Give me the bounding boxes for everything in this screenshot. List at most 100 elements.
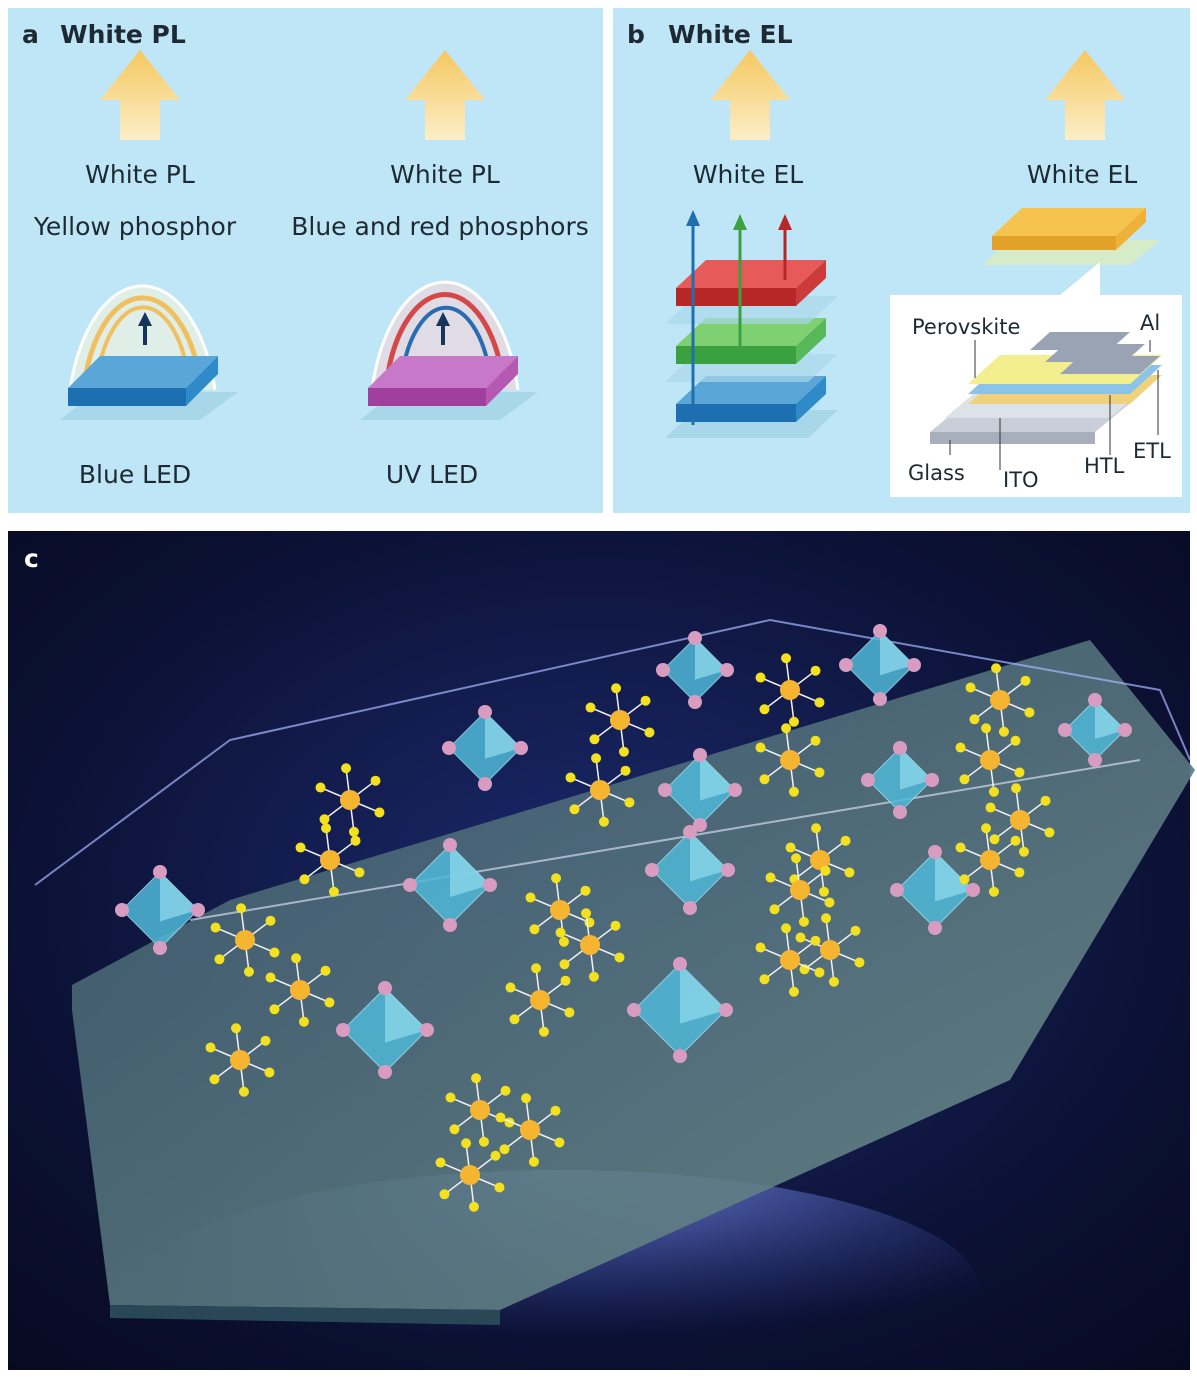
phosphor-ring [400,305,492,376]
metal-atom [320,850,340,870]
metal-atom [980,850,1000,870]
ligand-atom [559,959,570,970]
ligand-atom [810,935,821,946]
ligand-atom [528,1156,539,1167]
ligand-atom [354,867,365,878]
metal-atom [810,850,830,870]
ligand-atom [959,774,970,785]
ligand-atom [618,746,629,757]
ligand-atom [321,823,332,834]
ligand-atom [260,1035,271,1046]
halide-atom [1088,693,1102,707]
ligand-atom [820,865,831,876]
phosphor-ring [384,291,506,381]
phosphor-label: Yellow phosphor [33,212,237,241]
halide-atom [688,695,702,709]
halide-atom [928,921,942,935]
metal-atom [290,980,310,1000]
led-side [486,356,518,406]
emission-arrow-head [436,312,450,326]
ligand-atom [795,932,806,943]
octahedron-face [700,755,735,801]
layer-label: Al [1140,311,1160,335]
ligand-atom [298,1016,309,1027]
ligand-atom [231,1023,242,1034]
layer-top [676,376,826,404]
ligand-atom [558,936,569,947]
phosphor-ring [96,305,190,376]
layer-side [796,376,826,422]
halide-atom [483,878,497,892]
ligand-atom [598,816,609,827]
halide-atom [873,692,887,706]
ligand-atom [295,842,306,853]
phosphor-ring [82,295,203,381]
metal-atom [780,950,800,970]
ligand-atom [818,886,829,897]
ligand-atom [209,1074,220,1085]
ligand-atom [810,735,821,746]
arrow-head [686,210,700,226]
layer-label: Glass [908,461,965,485]
output-label: White EL [1027,160,1137,189]
ligand-atom [320,965,331,976]
metal-atom [1010,810,1030,830]
layer-label: ETL [1133,439,1171,463]
halide-atom [1058,723,1072,737]
ligand-atom [620,765,631,776]
ligand-atom [291,953,302,964]
halide-atom [693,748,707,762]
metal-atom [520,1120,540,1140]
ligand-atom [981,823,992,834]
metal-atom [530,990,550,1010]
phosphor-label: Blue and red phosphors [291,212,589,241]
ligand-atom [1044,827,1055,838]
led-front [368,388,486,406]
halide-atom [336,1023,350,1037]
arrow-head [733,214,747,230]
ligand-atom [755,672,766,683]
layer-front [676,346,796,364]
ligand-atom [531,963,542,974]
ligand-atom [214,954,225,965]
octahedron-face [935,852,973,902]
output-arrow [405,50,485,140]
ligand-atom [499,1144,510,1155]
halide-atom [153,865,167,879]
ligand-atom [640,695,651,706]
ligand-atom [471,1073,482,1084]
halide-atom [627,1003,641,1017]
panel-title: White EL [668,20,793,49]
halide-atom [683,825,697,839]
ligand-atom [785,842,796,853]
ligand-atom [1014,867,1025,878]
output-label: White PL [390,160,500,189]
ligand-atom [243,966,254,977]
layer-top [676,260,826,288]
ligand-atom [269,947,280,958]
ligand-atom [840,835,851,846]
halide-atom [890,883,904,897]
ligand-atom [955,842,966,853]
ligand-atom [644,727,655,738]
frame-line [34,618,1191,886]
frame-line [189,759,1141,921]
ligand-atom [299,874,310,885]
ligand-atom [581,908,592,919]
ligand-atom [765,872,776,883]
ligand-atom [555,927,566,938]
source-label: UV LED [386,460,478,489]
ligand-atom [328,886,339,897]
ligand-atom [854,957,865,968]
ligand-atom [824,897,835,908]
panel-c: c [8,531,1195,1378]
halide-atom [693,818,707,832]
ligand-atom [614,952,625,963]
layer-label: Perovskite [912,315,1020,339]
halide-atom [478,777,492,791]
led-front [68,388,186,406]
ligand-atom [494,1182,505,1193]
metal-atom [980,750,1000,770]
panel-letter: b [627,20,645,49]
octahedron-face [450,845,490,897]
